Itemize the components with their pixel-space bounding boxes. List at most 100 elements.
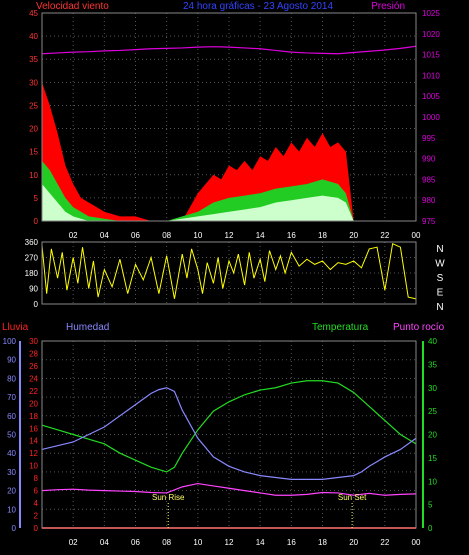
tick-label: 04 bbox=[100, 538, 109, 547]
x-axis: 02 04 06 08 10 12 14 16 18 20 22 00 bbox=[69, 538, 421, 547]
y-axis-left: 0 90 180 270 360 bbox=[25, 238, 39, 309]
tick-label: 1010 bbox=[422, 71, 440, 80]
tick-label: 5 bbox=[428, 501, 433, 510]
legend-humidity: Humedad bbox=[66, 322, 109, 333]
tick-label: 90 bbox=[7, 356, 16, 365]
tick-label: 10 bbox=[428, 477, 437, 486]
tick-label: 18 bbox=[318, 231, 327, 240]
tick-label: 0 bbox=[34, 217, 39, 226]
chart-title: 24 hora gráficas - 23 Agosto 2014 bbox=[183, 1, 334, 12]
tick-label: 14 bbox=[29, 437, 38, 446]
tick-label: 60 bbox=[7, 412, 16, 421]
tick-label: 30 bbox=[428, 384, 437, 393]
tick-label: 985 bbox=[422, 175, 436, 184]
compass-label: E bbox=[437, 288, 444, 299]
tick-label: 975 bbox=[422, 217, 436, 226]
tick-label: 18 bbox=[318, 538, 327, 547]
tick-label: 2 bbox=[34, 512, 39, 521]
tick-label: 15 bbox=[29, 148, 38, 157]
tick-label: 40 bbox=[7, 449, 16, 458]
tick-label: 18 bbox=[29, 412, 38, 421]
tick-label: 0 bbox=[34, 524, 39, 533]
tick-label: 1025 bbox=[422, 9, 440, 18]
tick-label: 1000 bbox=[422, 113, 440, 122]
tick-label: 28 bbox=[29, 349, 38, 358]
tick-label: 0 bbox=[428, 524, 433, 533]
compass-label: S bbox=[437, 273, 444, 284]
tick-label: 26 bbox=[29, 362, 38, 371]
series-direction bbox=[41, 243, 417, 300]
tick-label: 10 bbox=[29, 171, 38, 180]
tick-label: 08 bbox=[162, 538, 171, 547]
tick-label: 40 bbox=[428, 337, 437, 346]
tick-label: 70 bbox=[7, 393, 16, 402]
series-pressure bbox=[41, 45, 417, 55]
tick-label: 06 bbox=[131, 538, 140, 547]
tick-label: 50 bbox=[7, 431, 16, 440]
tick-label: 08 bbox=[162, 231, 171, 240]
tick-label: 22 bbox=[29, 387, 38, 396]
tick-label: 16 bbox=[287, 231, 296, 240]
tick-label: 1020 bbox=[422, 30, 440, 39]
sun-annotations: Sun Rise Sun Set bbox=[152, 493, 367, 528]
series-wind-spread-area bbox=[42, 184, 416, 221]
tick-label: 06 bbox=[131, 231, 140, 240]
legend-rain: Lluvia bbox=[2, 322, 29, 333]
tick-label: 980 bbox=[422, 196, 436, 205]
tick-label: 12 bbox=[29, 449, 38, 458]
tick-label: 22 bbox=[380, 538, 389, 547]
tick-label: 4 bbox=[34, 499, 39, 508]
tick-label: 14 bbox=[256, 231, 265, 240]
tick-label: 12 bbox=[225, 231, 234, 240]
y-axis-right: 975 980 985 990 995 1000 1005 1010 1015 1020 1025 bbox=[422, 9, 440, 226]
tick-label: 6 bbox=[34, 487, 39, 496]
tick-label: 20 bbox=[7, 487, 16, 496]
series-dew-point bbox=[41, 482, 417, 496]
tick-label: 10 bbox=[7, 505, 16, 514]
tick-label: 20 bbox=[428, 431, 437, 440]
tick-label: 20 bbox=[349, 231, 358, 240]
series-humidity bbox=[41, 387, 417, 480]
tick-label: 40 bbox=[29, 32, 38, 41]
compass-label: W bbox=[435, 259, 445, 270]
compass-label: N bbox=[436, 244, 443, 255]
legend-dew-point: Punto rocío bbox=[393, 322, 445, 333]
temp-humidity-panel: Lluvia Humedad Temperatura Punto rocío 0… bbox=[2, 322, 445, 547]
tick-label: 360 bbox=[25, 238, 39, 247]
tick-label: 02 bbox=[69, 231, 78, 240]
tick-label: 995 bbox=[422, 134, 436, 143]
tick-label: 45 bbox=[29, 9, 38, 18]
tick-label: 30 bbox=[29, 337, 38, 346]
tick-label: 100 bbox=[3, 337, 17, 346]
tick-label: 10 bbox=[29, 462, 38, 471]
plot-frame bbox=[41, 340, 417, 529]
tick-label: 1005 bbox=[422, 92, 440, 101]
x-axis: 02 04 06 08 10 12 14 16 18 20 22 00 bbox=[69, 231, 421, 240]
series-temperature bbox=[41, 380, 417, 473]
tick-label: 90 bbox=[29, 285, 38, 294]
grid bbox=[42, 12, 416, 221]
legend-temperature: Temperatura bbox=[312, 322, 369, 333]
tick-label: 0 bbox=[34, 300, 39, 309]
tick-label: 14 bbox=[256, 538, 265, 547]
tick-label: 270 bbox=[25, 254, 39, 263]
plot-frame bbox=[41, 241, 417, 305]
y-axis-temperature: 0 5 10 15 20 25 30 35 40 bbox=[422, 337, 437, 533]
tick-label: 22 bbox=[380, 231, 389, 240]
tick-label: 25 bbox=[428, 407, 437, 416]
y-axis-humidity: 0 10 20 30 40 50 60 70 80 90 100 bbox=[3, 337, 21, 533]
tick-label: 30 bbox=[29, 78, 38, 87]
plot-frame bbox=[41, 12, 417, 222]
compass-label: N bbox=[436, 302, 443, 313]
tick-label: 10 bbox=[193, 231, 202, 240]
legend-wind-speed: Velocidad viento bbox=[36, 1, 109, 12]
tick-label: 990 bbox=[422, 155, 436, 164]
tick-label: 00 bbox=[412, 538, 421, 547]
tick-label: 25 bbox=[29, 101, 38, 110]
tick-label: 5 bbox=[34, 194, 39, 203]
tick-label: 16 bbox=[287, 538, 296, 547]
